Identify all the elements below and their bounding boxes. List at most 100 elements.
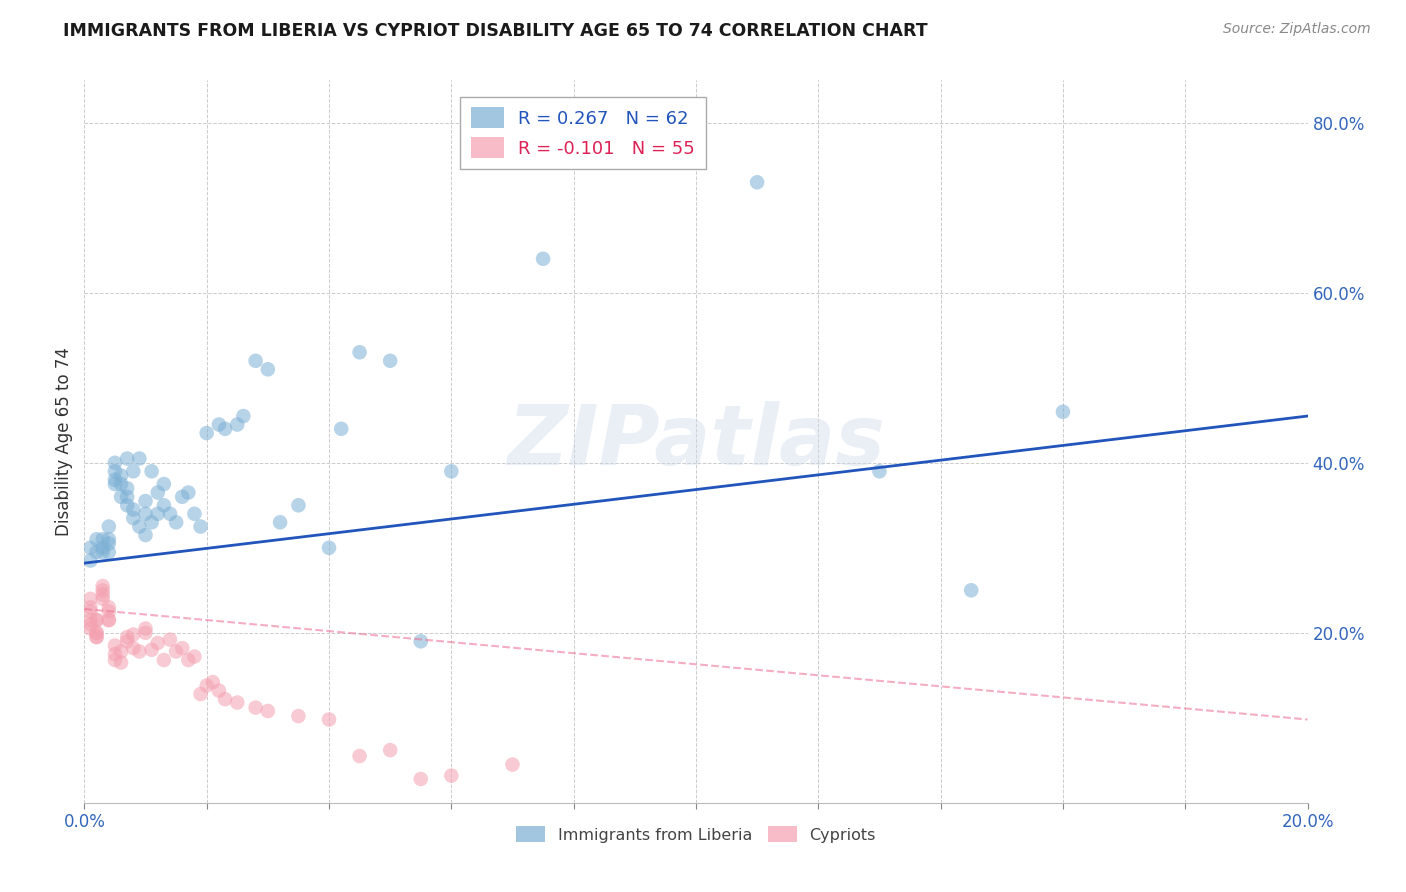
Point: [104, 477, 127, 491]
Point: [141, 516, 163, 530]
Point: [177, 653, 200, 667]
Point: [86, 613, 108, 627]
Point: [104, 473, 127, 487]
Point: [122, 502, 145, 516]
Point: [128, 519, 150, 533]
Point: [349, 345, 371, 359]
Point: [380, 353, 402, 368]
Point: [128, 644, 150, 658]
Point: [146, 636, 169, 650]
Point: [440, 464, 463, 478]
Point: [79, 591, 101, 606]
Point: [91, 591, 114, 606]
Point: [122, 627, 145, 641]
Point: [409, 634, 432, 648]
Point: [190, 519, 212, 533]
Point: [1052, 405, 1074, 419]
Point: [172, 641, 194, 656]
Text: ZIPatlas: ZIPatlas: [508, 401, 884, 482]
Point: [747, 175, 769, 189]
Point: [91, 579, 114, 593]
Point: [110, 656, 132, 670]
Point: [135, 494, 157, 508]
Point: [110, 477, 132, 491]
Point: [183, 507, 205, 521]
Point: [115, 490, 138, 504]
Point: [869, 464, 891, 478]
Point: [97, 600, 120, 615]
Text: Source: ZipAtlas.com: Source: ZipAtlas.com: [1223, 22, 1371, 37]
Point: [141, 642, 163, 657]
Point: [122, 641, 145, 656]
Point: [409, 772, 432, 786]
Point: [172, 490, 194, 504]
Point: [146, 485, 169, 500]
Point: [226, 696, 249, 710]
Point: [232, 409, 254, 423]
Point: [97, 545, 120, 559]
Point: [110, 468, 132, 483]
Point: [226, 417, 249, 432]
Point: [86, 625, 108, 640]
Point: [122, 464, 145, 478]
Point: [97, 533, 120, 547]
Text: IMMIGRANTS FROM LIBERIA VS CYPRIOT DISABILITY AGE 65 TO 74 CORRELATION CHART: IMMIGRANTS FROM LIBERIA VS CYPRIOT DISAB…: [63, 22, 928, 40]
Point: [115, 481, 138, 495]
Point: [330, 422, 353, 436]
Point: [165, 516, 187, 530]
Point: [135, 625, 157, 640]
Point: [79, 613, 101, 627]
Point: [97, 519, 120, 533]
Point: [153, 653, 176, 667]
Point: [104, 456, 127, 470]
Point: [440, 769, 463, 783]
Point: [195, 425, 218, 440]
Point: [97, 536, 120, 550]
Point: [257, 704, 280, 718]
Point: [153, 498, 176, 512]
Point: [190, 687, 212, 701]
Point: [104, 653, 127, 667]
Point: [153, 477, 176, 491]
Point: [91, 583, 114, 598]
Point: [214, 692, 236, 706]
Point: [159, 632, 181, 647]
Point: [97, 613, 120, 627]
Point: [79, 622, 101, 636]
Point: [86, 625, 108, 640]
Point: [287, 709, 309, 723]
Point: [380, 743, 402, 757]
Point: [135, 507, 157, 521]
Point: [104, 647, 127, 661]
Point: [79, 541, 101, 555]
Point: [531, 252, 554, 266]
Point: [135, 622, 157, 636]
Point: [122, 511, 145, 525]
Point: [245, 353, 267, 368]
Point: [287, 498, 309, 512]
Point: [110, 644, 132, 658]
Point: [201, 675, 224, 690]
Point: [97, 613, 120, 627]
Point: [135, 528, 157, 542]
Point: [104, 639, 127, 653]
Point: [245, 700, 267, 714]
Point: [86, 545, 108, 559]
Point: [91, 545, 114, 559]
Point: [110, 490, 132, 504]
Point: [269, 516, 291, 530]
Point: [318, 713, 340, 727]
Point: [79, 553, 101, 567]
Point: [159, 507, 181, 521]
Point: [165, 644, 187, 658]
Point: [86, 533, 108, 547]
Point: [115, 634, 138, 648]
Point: [97, 605, 120, 619]
Point: [349, 749, 371, 764]
Point: [177, 485, 200, 500]
Point: [208, 417, 231, 432]
Point: [502, 757, 524, 772]
Point: [115, 630, 138, 644]
Point: [195, 678, 218, 692]
Point: [91, 541, 114, 555]
